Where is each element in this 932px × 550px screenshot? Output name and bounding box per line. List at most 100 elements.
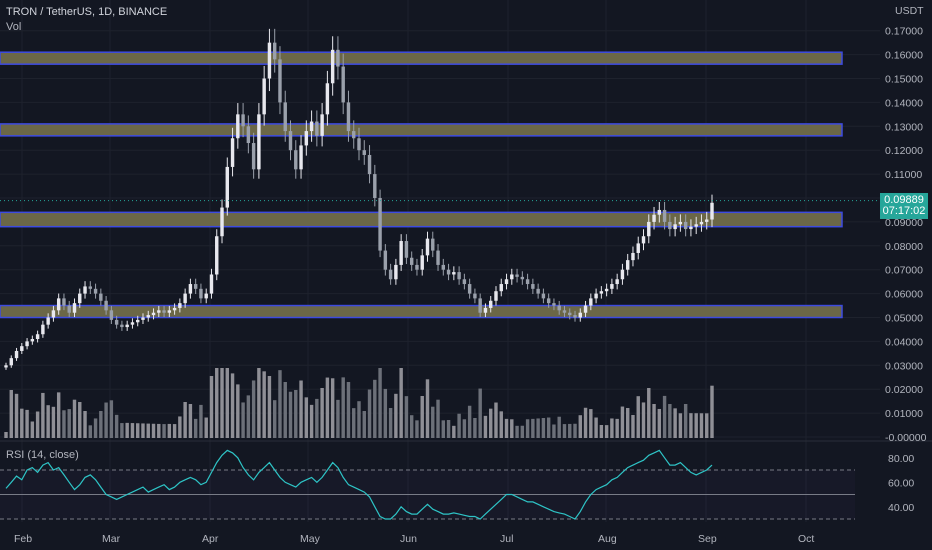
- candle-body: [162, 310, 166, 313]
- sr-zone-0: [0, 51, 843, 65]
- current-price-badge: 0.09889 07:17:02: [880, 193, 928, 219]
- candle-body: [436, 250, 440, 265]
- volume-bar: [641, 402, 646, 438]
- volume-bar: [251, 380, 256, 438]
- candle-body: [504, 279, 509, 285]
- candle-body: [56, 298, 61, 311]
- volume-bar: [193, 418, 198, 438]
- volume-bar: [93, 418, 98, 438]
- volume-bar: [689, 413, 693, 438]
- candle-body: [330, 49, 335, 84]
- candle-body: [304, 131, 309, 146]
- volume-bar: [473, 418, 477, 438]
- volume-bar: [99, 411, 103, 438]
- volume-bar: [415, 420, 419, 438]
- candle-body: [78, 293, 82, 304]
- candle-body: [489, 300, 493, 308]
- volume-bar: [431, 406, 435, 438]
- volume-bar: [262, 371, 266, 438]
- y-tick-label: 0.16000: [885, 50, 923, 62]
- candle-body: [172, 307, 177, 311]
- volume-bar: [378, 368, 382, 438]
- candle-body: [641, 236, 646, 244]
- volume-bar: [146, 423, 150, 438]
- x-tick-label: Jul: [500, 533, 513, 545]
- x-tick-label: Oct: [798, 533, 814, 545]
- candle-body: [51, 310, 56, 318]
- volume-bar: [699, 413, 704, 438]
- candle-body: [341, 66, 345, 103]
- volume-bar: [304, 397, 309, 438]
- volume-bar: [446, 420, 451, 438]
- candle-body: [546, 298, 551, 304]
- y-tick-label: 0.14000: [885, 97, 923, 109]
- candle-body: [647, 221, 651, 237]
- candle-body: [415, 264, 419, 270]
- volume-bar: [114, 414, 119, 438]
- candle-body: [283, 102, 287, 132]
- candle-body: [599, 291, 604, 294]
- volume-bar: [583, 407, 588, 438]
- candle-body: [120, 324, 124, 328]
- candle-body: [357, 138, 361, 151]
- volume-bar: [120, 423, 124, 438]
- volume-bar: [552, 424, 556, 438]
- candle-body: [583, 305, 588, 313]
- candle-body: [615, 279, 619, 285]
- candle-body: [130, 322, 135, 325]
- volume-bar: [367, 389, 372, 438]
- candle-body: [541, 293, 546, 299]
- candle-body: [604, 288, 609, 292]
- candle-body: [473, 293, 477, 299]
- volume-bar: [109, 400, 114, 438]
- candle-body: [309, 121, 314, 132]
- volume-bar: [694, 413, 698, 438]
- candle-body: [299, 145, 303, 170]
- candle-body: [610, 284, 614, 289]
- volume-bar: [272, 400, 277, 438]
- sr-zone-3: [0, 304, 843, 319]
- candle-body: [204, 293, 208, 299]
- volume-bar: [178, 416, 182, 438]
- candle-body: [452, 272, 456, 275]
- current-price: 0.09889: [884, 194, 924, 206]
- candle-body: [657, 209, 662, 215]
- candle-body: [394, 264, 398, 280]
- candle-body: [88, 286, 93, 289]
- candle-body: [431, 238, 435, 251]
- volume-bar: [157, 423, 161, 438]
- volume-bar: [604, 425, 609, 438]
- x-tick-label: Jun: [400, 533, 417, 545]
- volume-bar: [315, 398, 319, 438]
- y-tick-label: 0.06000: [885, 289, 923, 301]
- y-tick-label: -0.00000: [885, 432, 927, 444]
- candle-body: [699, 221, 704, 225]
- volume-bar: [20, 408, 24, 438]
- candle-body: [367, 154, 372, 175]
- volume-bar: [341, 377, 345, 438]
- volume-bar: [420, 396, 424, 438]
- candle-body: [246, 126, 251, 144]
- volume-bar: [683, 404, 688, 438]
- candle-body: [315, 121, 319, 136]
- volume-bar: [578, 415, 582, 438]
- volume-bar: [673, 408, 677, 438]
- volume-bar: [167, 423, 172, 438]
- candle-body: [568, 312, 572, 316]
- candle-body: [320, 114, 324, 136]
- candle-body: [199, 288, 203, 299]
- volume-bar: [209, 376, 214, 438]
- candle-body: [114, 319, 119, 325]
- candle-body: [636, 243, 640, 253]
- volume-bar: [546, 417, 551, 438]
- volume-bar: [294, 390, 298, 438]
- candle-body: [215, 236, 219, 275]
- volume-bar: [241, 402, 245, 438]
- volume-bar: [288, 391, 293, 438]
- candle-body: [531, 284, 535, 289]
- volume-bar: [383, 388, 388, 438]
- volume-bar: [636, 396, 640, 438]
- volume-bar: [657, 408, 662, 438]
